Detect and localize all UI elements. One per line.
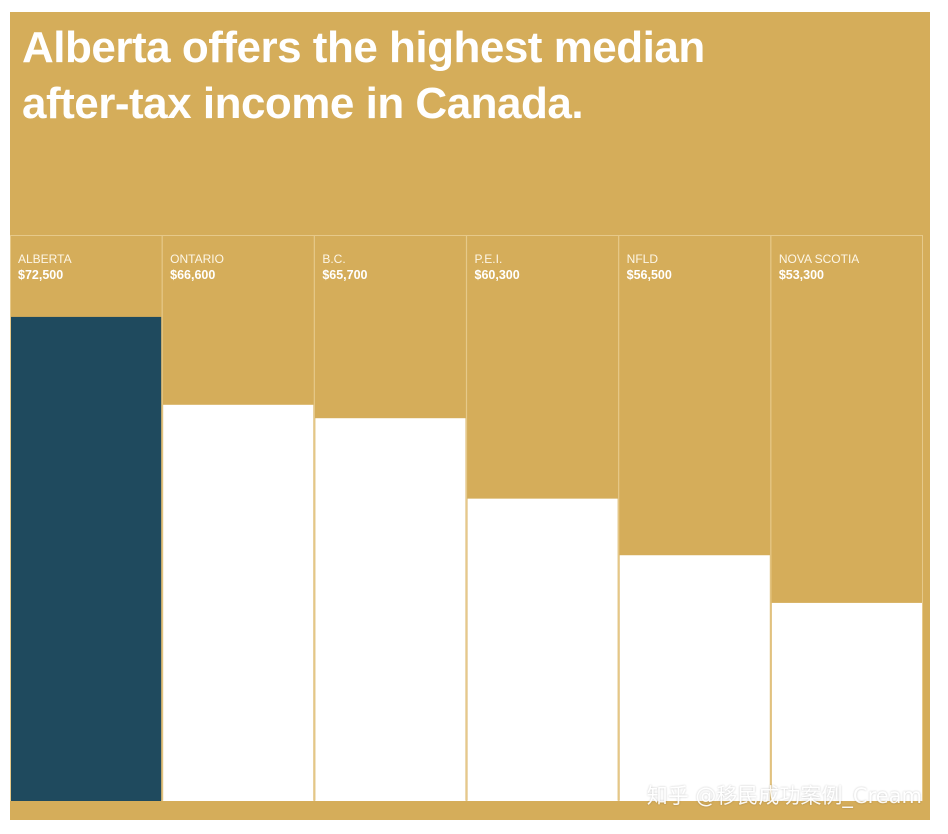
bar-p-e-i: [467, 498, 618, 801]
bar-nova-scotia: [771, 602, 922, 801]
category-label: NOVA SCOTIA: [779, 252, 859, 266]
category-label: ALBERTA: [18, 252, 72, 266]
value-label: $66,600: [170, 268, 215, 282]
category-label: NFLD: [627, 252, 659, 266]
bar-nfld: [619, 555, 770, 801]
value-label: $65,700: [322, 268, 367, 282]
value-label: $56,500: [627, 268, 672, 282]
category-label: P.E.I.: [475, 252, 503, 266]
category-label: B.C.: [322, 252, 345, 266]
category-label: ONTARIO: [170, 252, 224, 266]
bar-b-c: [315, 418, 466, 801]
value-label: $60,300: [475, 268, 520, 282]
watermark-text: 知乎 @移民成功案例_Cream: [646, 784, 922, 808]
value-label: $72,500: [18, 268, 63, 282]
bar-alberta: [11, 316, 162, 801]
bar-ontario: [163, 404, 314, 801]
value-label: $53,300: [779, 268, 824, 282]
chart-title: Alberta offers the highest median after-…: [22, 23, 705, 128]
bar-chart: ALBERTA $72,500 ONTARIO $66,600 B.C. $65,700 P…: [10, 235, 923, 801]
